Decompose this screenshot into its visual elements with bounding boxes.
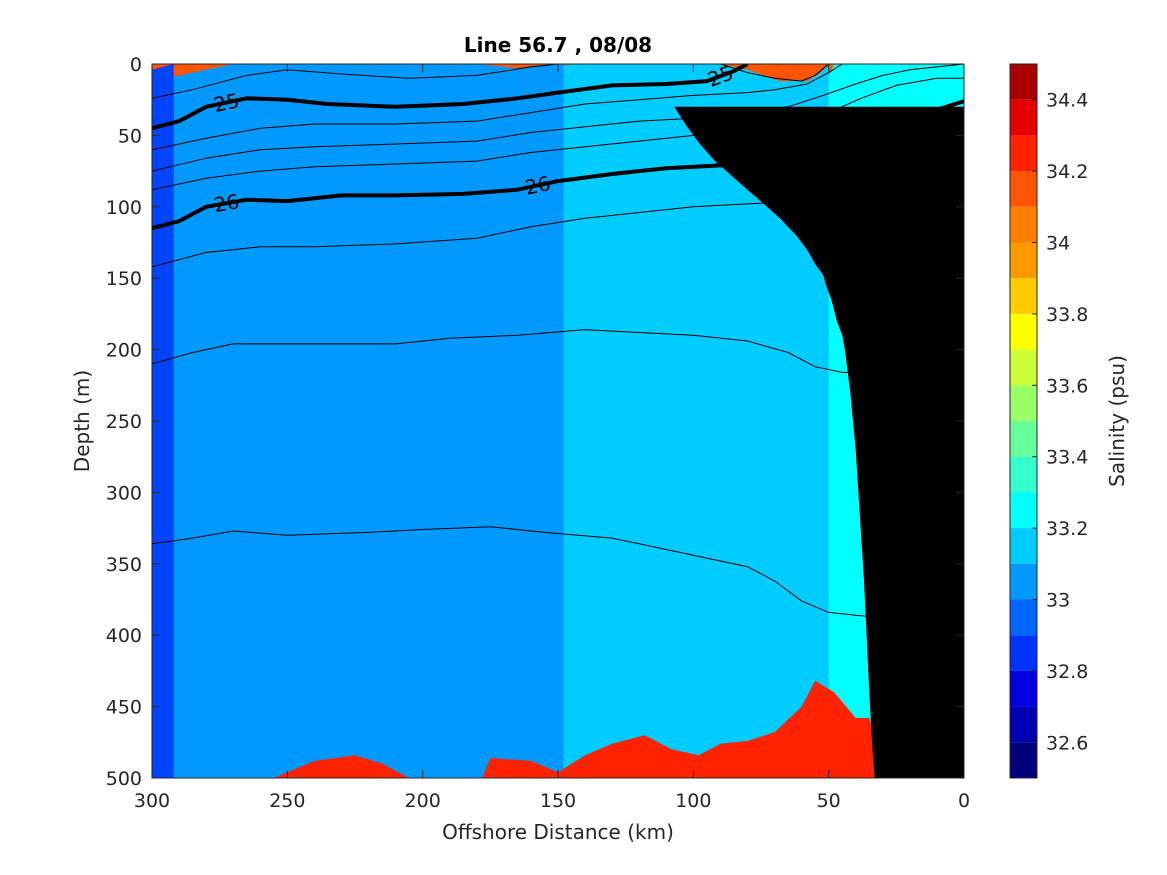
salinity-filled-contours <box>152 64 964 778</box>
y-axis-label: Depth (m) <box>70 370 94 472</box>
colorbar-swatch <box>1010 492 1037 529</box>
contour-label-26-0: 26 <box>212 189 241 217</box>
colorbar-swatch <box>1010 278 1037 314</box>
y-tick-label: 450 <box>106 697 142 719</box>
thin-density-contour-1 <box>720 64 830 82</box>
salinity-band-12 <box>273 755 410 778</box>
colorbar-tick-label: 33.8 <box>1046 304 1088 326</box>
salinity-band-11 <box>482 680 889 778</box>
y-tick-label: 500 <box>106 768 142 790</box>
colorbar-label: Salinity (psu) <box>1105 355 1129 487</box>
x-tick-label: 200 <box>405 790 441 812</box>
y-tick-label: 250 <box>106 411 142 433</box>
y-tick-label: 350 <box>106 554 142 576</box>
contour-label-text: 25 <box>211 88 241 117</box>
thin-density-contour-0 <box>152 64 559 99</box>
thin-density-contour-3 <box>152 64 964 172</box>
colorbar-swatch <box>1010 349 1037 386</box>
x-tick-label: 300 <box>134 790 170 812</box>
y-tick-label: 400 <box>106 625 142 647</box>
salinity-band-9 <box>152 64 564 778</box>
colorbar-swatch <box>1010 385 1037 421</box>
x-tick-label: 0 <box>958 790 970 812</box>
colorbar-swatch <box>1010 706 1037 743</box>
x-tick-label: 250 <box>269 790 305 812</box>
x-axis-ticks: 300 250 200 150 100 50 0 <box>134 64 970 812</box>
contour-label-text: 26 <box>523 171 553 200</box>
colorbar-swatch <box>1010 135 1037 172</box>
colorbar-tick-label: 34.4 <box>1046 90 1088 112</box>
colorbar <box>1009 63 1038 779</box>
contour-label-25-0: 25 <box>211 88 241 117</box>
colorbar-tick-label: 34 <box>1046 233 1070 255</box>
colorbar-tick-label: 33 <box>1046 590 1070 612</box>
y-tick-label: 0 <box>130 54 142 76</box>
colorbar-tick-label: 32.6 <box>1046 732 1088 754</box>
colorbar-swatch <box>1010 64 1037 100</box>
colorbar-swatch <box>1010 206 1037 243</box>
thin-density-contour-6 <box>152 329 910 376</box>
colorbar-swatch <box>1010 670 1037 707</box>
density-contour-25 <box>152 64 749 131</box>
x-tick-label: 50 <box>817 790 841 812</box>
colorbar-swatch <box>1010 563 1037 600</box>
colorbar-tick-label: 33.6 <box>1046 375 1088 397</box>
contour-label-text: 26 <box>212 189 241 217</box>
colorbar-swatch <box>1010 421 1037 457</box>
colorbar-swatch <box>1010 171 1037 207</box>
colorbar-swatch <box>1010 99 1037 136</box>
y-tick-label: 50 <box>118 125 142 147</box>
thin-density-contour-7 <box>152 526 883 619</box>
chart-title: Line 56.7 , 08/08 <box>464 33 652 57</box>
y-tick-label: 150 <box>106 268 142 290</box>
colorbar-swatch <box>1010 528 1037 564</box>
thin-density-contour-2 <box>152 64 843 151</box>
colorbar-swatch <box>1010 242 1037 279</box>
colorbar-ticks: 32.6 32.8 33 33.2 33.4 33.6 33.8 34 34.2 34.4 <box>1032 90 1088 754</box>
colorbar-swatch <box>1010 599 1037 636</box>
colorbar-swatch <box>1010 635 1037 671</box>
colorbar-tick-label: 33.4 <box>1046 447 1088 469</box>
colorbar-tick-label: 32.8 <box>1046 661 1088 683</box>
x-axis-label: Offshore Distance (km) <box>442 820 674 844</box>
y-tick-label: 200 <box>106 340 142 362</box>
y-tick-label: 100 <box>106 197 142 219</box>
salinity-band-10 <box>152 64 174 778</box>
colorbar-swatch <box>1010 456 1037 493</box>
y-tick-label: 300 <box>106 482 142 504</box>
x-tick-label: 150 <box>540 790 576 812</box>
bathymetry-polygon <box>674 106 964 778</box>
contour-label-26-1: 26 <box>523 171 553 200</box>
y-axis-ticks: 0 50 100 150 200 250 300 350 400 450 500 <box>106 54 964 790</box>
colorbar-swatch <box>1010 313 1037 350</box>
bathymetry-shelf <box>674 106 964 778</box>
x-tick-label: 100 <box>675 790 711 812</box>
thin-density-contour-4 <box>152 77 964 191</box>
colorbar-frame <box>1009 63 1038 779</box>
colorbar-tick-label: 34.2 <box>1046 161 1088 183</box>
colorbar-swatch <box>1010 742 1037 778</box>
colorbar-tick-label: 33.2 <box>1046 518 1088 540</box>
